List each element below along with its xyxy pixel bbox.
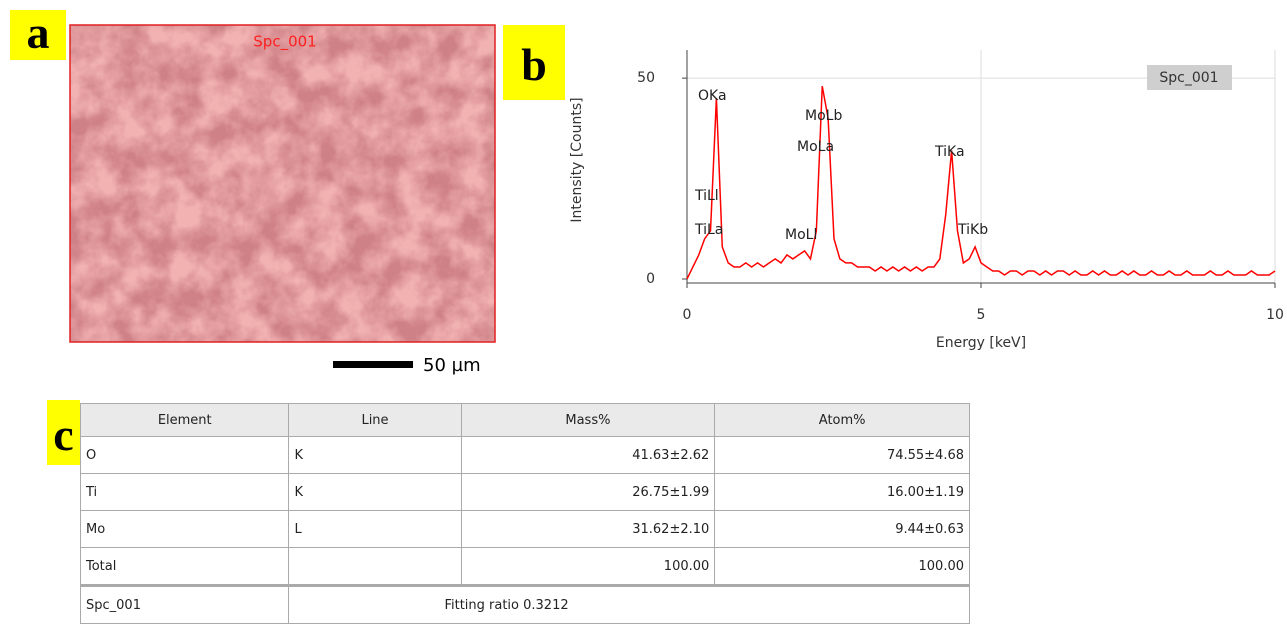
table-row: O K 41.63±2.62 74.55±4.68 (79, 436, 970, 474)
table-cell: 100.00 (714, 547, 970, 586)
table-body: Element Line Mass% Atom% O K 41.63±2.62 74.55±4… (79, 403, 970, 624)
sem-texture (70, 25, 495, 342)
table-row: Ti K 26.75±1.99 16.00±1.19 (79, 473, 970, 511)
sem-label: Spc_001 (253, 33, 316, 52)
table-cell: Spc_001 (79, 584, 290, 624)
legend-box (1147, 65, 1232, 90)
table-cell: O (79, 436, 290, 474)
y-tick-label: 0 (646, 271, 655, 287)
spectrum-chart: 0 5 10 0 50 Energy [keV] Intensity [Counts] Spc… (569, 50, 1284, 351)
y-axis-label: Intensity [Counts] (569, 97, 585, 222)
x-axis-label: Energy [keV] (936, 335, 1026, 351)
sem-frame (69, 24, 496, 343)
table-cell: Element (79, 403, 290, 437)
table-cell: 41.63±2.62 (460, 436, 716, 474)
scale-bar (333, 361, 413, 368)
scale-bar-label: 50 µm (423, 355, 481, 376)
peak-label: MoLb (805, 108, 842, 124)
peak-label: TiKa (934, 144, 965, 160)
spectrum-line (686, 86, 1276, 280)
table-cell: Line (288, 403, 462, 437)
panel-label: c (47, 400, 80, 465)
y-tick-label: 50 (637, 70, 655, 86)
x-tick-label: 0 (683, 307, 692, 323)
table-cell: Fitting ratio 0.3212 (288, 584, 970, 624)
table-cell: Mo (79, 510, 290, 548)
table-row: Spc_001 Fitting ratio 0.3212 (79, 584, 970, 624)
peak-label: TiLa (694, 222, 723, 238)
table-cell: Mass% (460, 403, 716, 437)
panel-label: a (10, 10, 66, 60)
x-tick-label: 10 (1266, 307, 1284, 323)
table-cell: Total (79, 547, 290, 586)
table-cell: 31.62±2.10 (460, 510, 716, 548)
figure-top: Spc_001 50 µm 0 5 10 0 50 Energy [keV] Intensi… (69, 24, 1284, 376)
table-cell: L (288, 510, 462, 548)
table-cell: Ti (79, 473, 290, 511)
table-cell: K (288, 436, 462, 474)
table-cell: 16.00±1.19 (714, 473, 970, 511)
table-cell: 9.44±0.63 (714, 510, 970, 548)
peak-label: OKa (698, 88, 727, 104)
table-cell: 26.75±1.99 (460, 473, 716, 511)
peak-label: TiLl (694, 188, 719, 204)
results-table: Element Line Mass% Atom% O K 41.63±2.62 74.55±4… (79, 403, 970, 624)
table-cell (288, 547, 462, 586)
table-cell: K (288, 473, 462, 511)
panel-label: b (503, 25, 565, 100)
table-cell: 74.55±4.68 (714, 436, 970, 474)
legend-label: Spc_001 (1159, 70, 1218, 86)
table-row: Element Line Mass% Atom% (79, 403, 970, 437)
table-row: Total 100.00 100.00 (79, 547, 970, 586)
x-tick-label: 5 (977, 307, 986, 323)
peak-label: MoLa (797, 139, 834, 155)
table-cell: Atom% (714, 403, 970, 437)
table-cell: 100.00 (460, 547, 716, 586)
table-row: Mo L 31.62±2.10 9.44±0.63 (79, 510, 970, 548)
peak-label: TiKb (957, 222, 988, 238)
peak-label: MoLl (785, 227, 817, 243)
